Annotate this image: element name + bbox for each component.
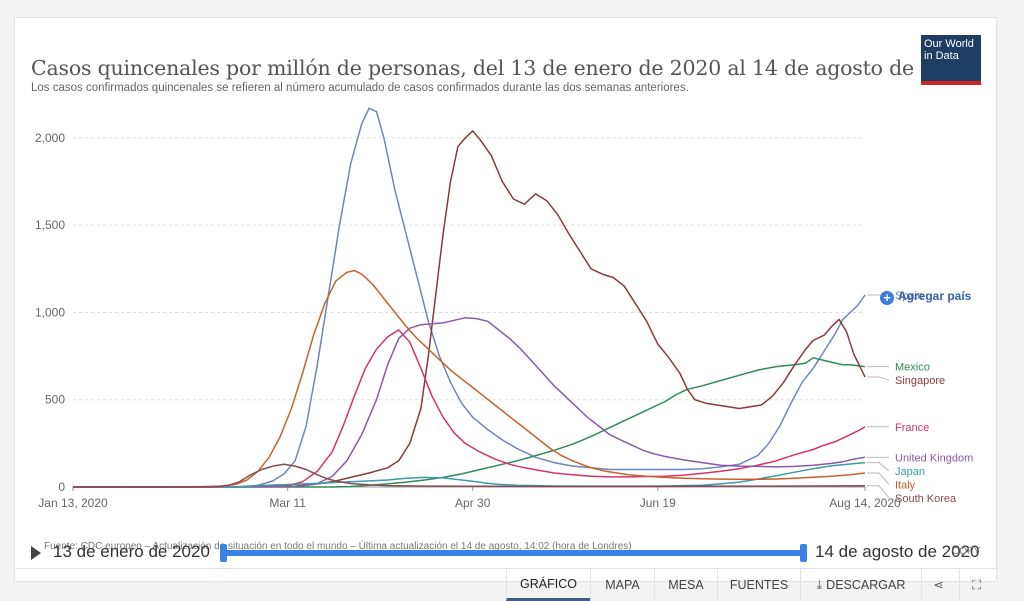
series-line-france: [72, 329, 866, 488]
series-label: France: [895, 422, 929, 434]
y-tick-label: 1,500: [35, 218, 65, 232]
tab-download[interactable]: ⤓ DESCARGAR: [800, 569, 921, 601]
series-line-japan: [72, 461, 866, 488]
x-axis: Jan 13, 2020 Mar 11 Apr 30 Jun 19 Aug 14, 20…: [38, 487, 901, 510]
timeline-end-handle[interactable]: [800, 544, 807, 562]
series-label: Japan: [895, 466, 925, 478]
series-line-united-kingdom: [72, 316, 866, 488]
fullscreen-icon: ⛶: [972, 578, 981, 592]
share-button[interactable]: ⋖: [921, 569, 959, 601]
label-connector: [867, 472, 890, 485]
y-tick-label: 500: [45, 393, 65, 407]
timeline-start-label: 13 de enero de 2020: [53, 542, 210, 561]
timeline-slider[interactable]: 13 de enero de 2020 14 de agosto de 2020…: [15, 540, 998, 566]
grid-lines: [73, 137, 865, 488]
series-line-mexico: [73, 357, 866, 488]
play-icon[interactable]: [31, 546, 41, 560]
series-label: Mexico: [895, 362, 930, 374]
label-connector: [867, 462, 890, 472]
tab-chart-label: GRÁFICO: [520, 577, 577, 591]
series-label: Italy: [895, 479, 916, 491]
chart-subtitle: Los casos confirmados quincenales se ref…: [31, 82, 689, 94]
tab-table[interactable]: MESA: [654, 569, 717, 601]
label-connector: [867, 376, 890, 381]
y-tick-label: 2,000: [35, 131, 65, 145]
timeline-start-handle[interactable]: [220, 544, 227, 562]
add-country-button[interactable]: + Agregar país: [880, 289, 971, 305]
series-line-italy: [72, 269, 866, 488]
tab-table-label: MESA: [668, 578, 704, 592]
fullscreen-button[interactable]: ⛶: [959, 569, 997, 601]
tab-sources-label: FUENTES: [729, 578, 789, 592]
series-line-south-korea: [73, 463, 866, 488]
owid-logo[interactable]: Our World in Data: [921, 35, 981, 85]
y-tick-label: 1,000: [35, 305, 65, 319]
timeline-end-label: 14 de agosto de 2020: [815, 542, 980, 561]
tab-download-label: DESCARGAR: [826, 578, 906, 592]
x-tick-label: Apr 30: [455, 496, 491, 510]
label-connector: [867, 485, 890, 499]
series-label: United Kingdom: [895, 452, 973, 464]
tab-map[interactable]: MAPA: [590, 569, 654, 601]
x-tick-label: Jun 19: [640, 496, 676, 510]
series-line-singapore: [72, 130, 866, 488]
series-label: Spain: [895, 290, 923, 302]
source-note: Fuente: CDC europeo – Actualización de s…: [44, 541, 632, 552]
x-tick-label: Mar 11: [269, 496, 306, 510]
series-label: Singapore: [895, 375, 945, 387]
chart-title: Casos quincenales por millón de personas…: [31, 56, 972, 80]
logo-line-2: in Data: [924, 50, 959, 62]
add-country-label: Agregar país: [898, 289, 972, 303]
timeline-track[interactable]: [222, 550, 804, 556]
copy-link[interactable]: COPY: [952, 546, 981, 557]
x-tick-label: Jan 13, 2020: [38, 496, 108, 510]
tab-map-label: MAPA: [605, 578, 640, 592]
logo-line-1: Our World: [924, 38, 974, 50]
y-axis: 0 500 1,000 1,500 2,000: [35, 131, 65, 494]
plus-icon: +: [880, 291, 894, 305]
tab-bar: GRÁFICO MAPA MESA FUENTES ⤓ DESCARGAR ⋖ ⛶: [15, 568, 998, 601]
series-line-spain: [73, 107, 866, 488]
x-tick-label: Aug 14, 2020: [829, 496, 901, 510]
y-tick-label: 0: [58, 480, 65, 494]
download-icon: ⤓: [816, 578, 823, 592]
line-chart: 0 500 1,000 1,500 2,000 Jan 13, 2020 Mar 11 Ap…: [35, 107, 973, 510]
series-label: South Korea: [895, 493, 957, 505]
series-lines: [72, 107, 866, 488]
share-icon: ⋖: [933, 578, 944, 592]
chart-card: Casos quincenales por millón de personas…: [14, 17, 998, 601]
tab-chart[interactable]: GRÁFICO: [506, 569, 590, 601]
tab-sources[interactable]: FUENTES: [717, 569, 800, 601]
